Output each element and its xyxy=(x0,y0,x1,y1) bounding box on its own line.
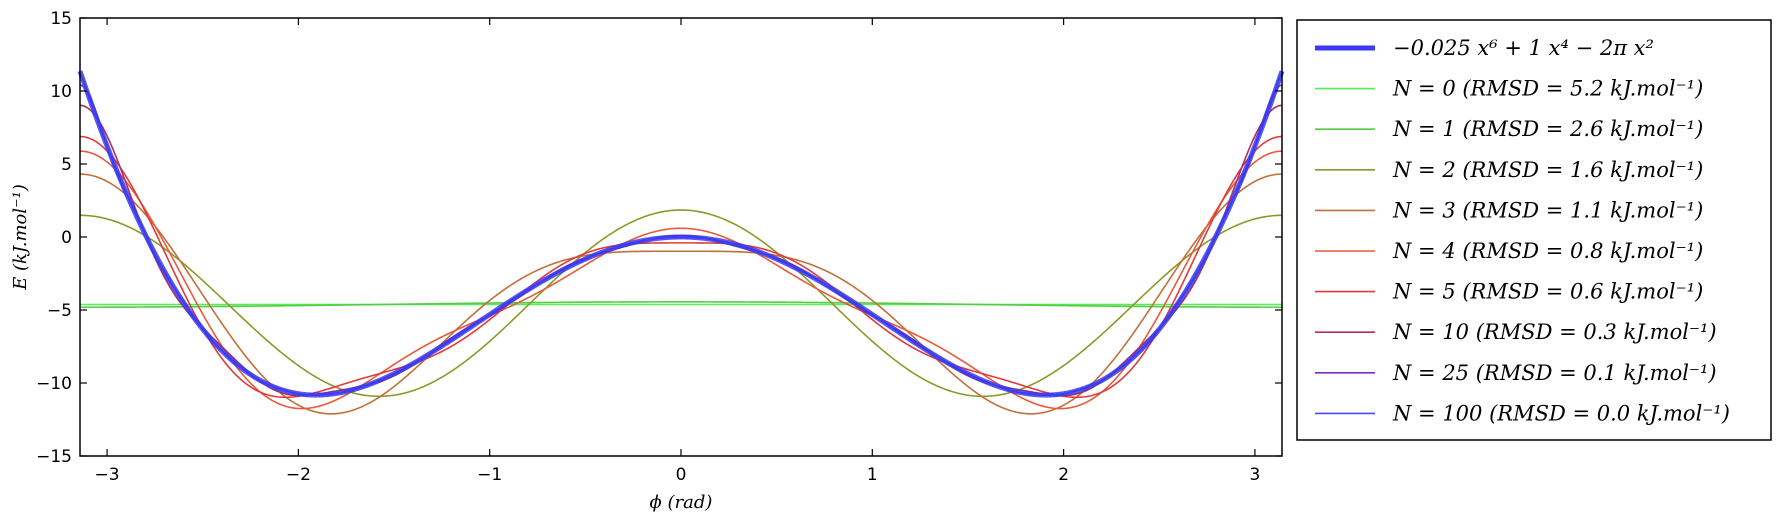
x-tick-label: −2 xyxy=(286,465,311,485)
legend-label: N = 25 (RMSD = 0.1 kJ.mol⁻¹) xyxy=(1392,361,1717,385)
x-tick-label: 0 xyxy=(676,465,687,485)
x-axis-label: ϕ (rad) xyxy=(650,492,713,513)
legend-label: N = 5 (RMSD = 0.6 kJ.mol⁻¹) xyxy=(1392,280,1703,304)
legend-label: −0.025 x⁶ + 1 x⁴ − 2π x² xyxy=(1393,36,1654,60)
series-line-0 xyxy=(77,70,1285,398)
series-line-6 xyxy=(79,135,1283,399)
y-tick-label: −5 xyxy=(47,301,72,321)
y-tick-label: 5 xyxy=(61,155,72,175)
legend-label: N = 3 (RMSD = 1.1 kJ.mol⁻¹) xyxy=(1392,198,1703,222)
y-axis-label: E (kJ.mol⁻¹) xyxy=(10,184,31,291)
y-tick-label: −10 xyxy=(36,374,72,394)
legend-label: N = 100 (RMSD = 0.0 kJ.mol⁻¹) xyxy=(1392,401,1730,425)
x-tick-label: −1 xyxy=(477,465,502,485)
series-line-3 xyxy=(79,209,1283,398)
series-lines xyxy=(77,70,1285,415)
legend-label: N = 2 (RMSD = 1.6 kJ.mol⁻¹) xyxy=(1392,158,1703,182)
y-tick-label: 15 xyxy=(50,9,72,29)
legend-label: N = 10 (RMSD = 0.3 kJ.mol⁻¹) xyxy=(1392,320,1717,344)
legend-frame xyxy=(1296,19,1772,441)
x-tick-label: 3 xyxy=(1249,465,1260,485)
x-tick-label: −3 xyxy=(95,465,120,485)
series-line-2 xyxy=(80,301,1282,308)
legend-label: N = 0 (RMSD = 5.2 kJ.mol⁻¹) xyxy=(1392,77,1703,101)
y-tick-label: −15 xyxy=(36,447,72,467)
legend-label: N = 1 (RMSD = 2.6 kJ.mol⁻¹) xyxy=(1392,117,1703,141)
x-tick-label: 2 xyxy=(1058,465,1069,485)
series-line-8 xyxy=(79,84,1283,397)
x-tick-label: 1 xyxy=(867,465,878,485)
legend-label: N = 4 (RMSD = 0.8 kJ.mol⁻¹) xyxy=(1392,239,1703,263)
y-tick-label: 0 xyxy=(61,228,72,248)
legend: −0.025 x⁶ + 1 x⁴ − 2π x² N = 0 (RMSD = 5.… xyxy=(1296,19,1772,441)
y-tick-label: 10 xyxy=(50,82,72,102)
series-line-5 xyxy=(79,150,1283,410)
